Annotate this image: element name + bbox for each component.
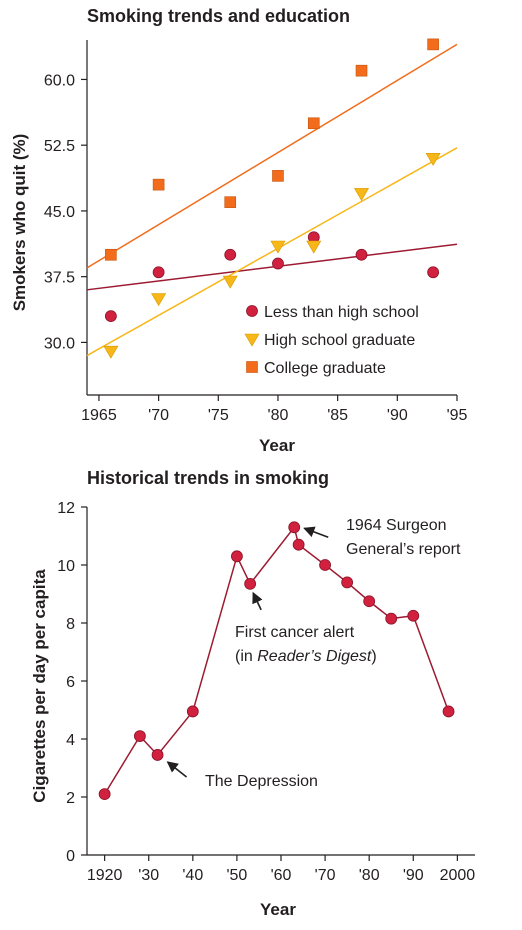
data-point (272, 170, 284, 182)
y-tick-label: 45.0 (44, 204, 75, 221)
legend-marker (244, 333, 260, 347)
data-point (363, 595, 376, 608)
data-point (222, 275, 238, 289)
annotation-surgeon-general: 1964 Surgeon (346, 517, 447, 534)
x-tick-label: '80 (268, 407, 289, 424)
annotation-arrow (303, 526, 329, 539)
x-tick-label: '70 (315, 867, 336, 884)
x-axis-label: Year (260, 900, 296, 919)
data-point (407, 609, 420, 622)
x-tick-label: '60 (271, 867, 292, 884)
x-tick-label: '90 (387, 407, 408, 424)
y-tick-label: 0 (66, 848, 75, 865)
trend-line (86, 147, 458, 357)
data-point (319, 559, 331, 571)
data-point (270, 240, 286, 254)
data-point (152, 266, 165, 279)
data-point (224, 248, 237, 261)
x-tick-label: 2000 (440, 867, 476, 884)
x-tick-label: '90 (403, 867, 424, 884)
data-point (105, 248, 117, 261)
trend-line (86, 43, 458, 269)
x-tick-label: '30 (138, 867, 159, 884)
data-point (134, 730, 146, 742)
x-tick-label: 1965 (81, 407, 117, 424)
data-point (306, 240, 322, 254)
annotation-depression: The Depression (205, 773, 318, 790)
trend-line (86, 243, 458, 291)
chart-title-historical: Historical trends in smoking (87, 468, 330, 488)
data-point (385, 612, 398, 625)
legend-marker (246, 305, 258, 317)
data-point (98, 788, 111, 800)
y-tick-label: 10 (57, 558, 75, 575)
data-point (442, 705, 455, 718)
y-tick-label: 30.0 (44, 335, 75, 352)
x-tick-label: '50 (226, 867, 247, 884)
data-point (355, 64, 368, 77)
y-tick-label: 12 (57, 500, 75, 517)
data-point (151, 293, 167, 307)
y-tick-label: 60.0 (44, 72, 75, 89)
data-point (152, 178, 165, 191)
data-point (104, 310, 117, 323)
data-point (427, 266, 440, 279)
annotation-cancer-alert: First cancer alert (235, 624, 355, 641)
data-point (151, 749, 164, 761)
data-point (355, 248, 368, 261)
data-point (307, 117, 320, 130)
x-tick-label: '80 (359, 867, 380, 884)
y-tick-label: 52.5 (44, 138, 75, 155)
y-tick-label: 2 (66, 790, 75, 807)
legend-label: Less than high school (264, 304, 419, 321)
annotation-cancer-alert-line2: (in Reader’s Digest) (235, 648, 377, 665)
y-axis-label: Smokers who quit (%) (10, 134, 29, 312)
data-point (186, 705, 199, 718)
data-point (288, 521, 301, 534)
y-tick-label: 4 (66, 732, 75, 749)
legend-label: High school graduate (264, 332, 415, 349)
annotation-arrow (166, 761, 188, 778)
x-tick-label: '75 (208, 407, 229, 424)
legend-marker (246, 361, 258, 373)
data-point (231, 550, 243, 563)
data-point (341, 576, 354, 589)
y-tick-label: 37.5 (44, 270, 75, 287)
x-axis-label: Year (259, 436, 295, 455)
x-tick-label: '70 (148, 407, 169, 424)
annotation-arrow (252, 591, 263, 611)
x-tick-label: '85 (327, 407, 348, 424)
data-point (103, 345, 119, 359)
y-tick-label: 6 (66, 674, 75, 691)
x-tick-label: '40 (182, 867, 203, 884)
legend-label: College graduate (264, 360, 386, 377)
data-point (427, 38, 439, 51)
data-point (292, 538, 305, 551)
chart-title-education: Smoking trends and education (87, 6, 351, 26)
y-tick-label: 8 (66, 616, 75, 633)
data-point (272, 257, 284, 270)
data-point (353, 188, 370, 201)
x-tick-label: '95 (447, 407, 468, 424)
data-point (425, 153, 441, 166)
education-scatter-chart: 30.0 37.5 45.0 52.5 60.0 1965 '70 '75 '80 '85 '90 '… (10, 38, 468, 455)
x-tick-label: 1920 (87, 867, 123, 884)
data-point (224, 196, 237, 208)
annotation-surgeon-general-line2: General’s report (346, 541, 461, 558)
data-point (244, 577, 257, 590)
y-axis-label: Cigarettes per day per capita (30, 569, 49, 803)
